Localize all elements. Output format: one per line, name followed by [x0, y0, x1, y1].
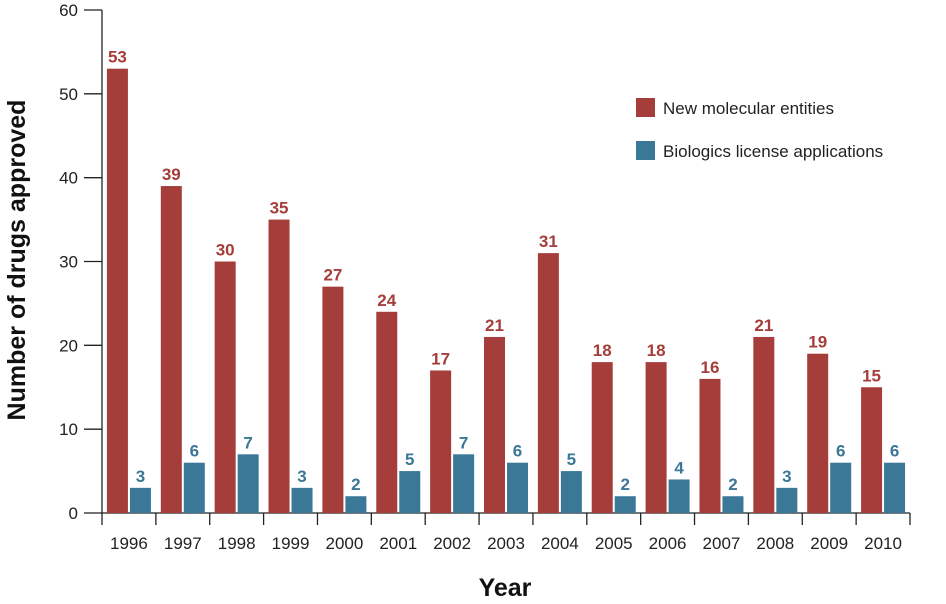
y-axis: 0 10 20 30 40 50 60 [59, 1, 103, 523]
bla-data-label: 2 [728, 475, 737, 494]
legend-label: Biologics license applications [663, 142, 883, 161]
x-axis-title: Year [479, 574, 532, 602]
nme-data-label: 27 [323, 266, 342, 285]
nme-data-label: 15 [862, 366, 881, 385]
legend-label: New molecular entities [663, 99, 834, 118]
x-tick-label: 1999 [272, 534, 310, 553]
nme-bar [214, 261, 236, 513]
nme-data-label: 39 [162, 165, 181, 184]
nme-data-label: 53 [108, 48, 127, 67]
nme-bar [645, 362, 667, 513]
bla-bar [183, 462, 205, 513]
bla-bar [453, 454, 475, 513]
bla-data-label: 7 [243, 433, 252, 452]
legend-swatch [636, 98, 655, 117]
nme-bar [807, 353, 829, 513]
nme-data-label: 21 [754, 316, 773, 335]
nme-bar [861, 387, 883, 513]
nme-bar [106, 68, 128, 513]
y-tick-label: 60 [59, 1, 78, 20]
y-axis-title: Number of drugs approved [3, 100, 31, 421]
nme-data-label: 16 [701, 358, 720, 377]
bla-bar [722, 496, 744, 513]
y-tick-label: 30 [59, 253, 78, 272]
bla-bar [668, 479, 690, 513]
bla-bar [129, 487, 151, 513]
nme-bar [160, 186, 182, 514]
nme-bar [268, 219, 290, 514]
nme-data-label: 24 [377, 291, 396, 310]
bla-bar [776, 487, 798, 513]
bla-bar [507, 462, 528, 513]
nme-data-label: 18 [593, 341, 612, 360]
nme-data-label: 21 [485, 316, 504, 335]
bla-data-label: 6 [836, 442, 845, 461]
x-axis: 1996 1997 1998 1999 2000 2001 2002 2003 2004 2005… [101, 512, 911, 553]
bla-data-label: 5 [567, 450, 576, 469]
nme-bar [322, 286, 344, 513]
y-tick-label: 20 [59, 336, 78, 355]
bla-bar [560, 471, 582, 513]
nme-bar [430, 370, 452, 513]
x-tick-label: 2003 [487, 534, 525, 553]
bla-data-label: 6 [190, 442, 199, 461]
x-tick-label: 2002 [433, 534, 471, 553]
x-tick-label: 1998 [218, 534, 256, 553]
x-tick-label: 2007 [703, 534, 741, 553]
bla-data-label: 2 [351, 475, 360, 494]
x-tick-label: 1997 [164, 534, 202, 553]
bla-data-label: 2 [620, 475, 629, 494]
nme-bar [699, 378, 721, 513]
nme-bar [376, 311, 398, 513]
y-tick-label: 10 [59, 420, 78, 439]
y-tick-label: 40 [59, 169, 78, 188]
nme-bar [484, 336, 505, 513]
x-tick-label: 1996 [110, 534, 148, 553]
bla-bar [884, 462, 906, 513]
nme-data-label: 30 [216, 241, 235, 260]
nme-bar [591, 362, 613, 513]
bla-data-label: 6 [513, 442, 522, 461]
nme-data-label: 31 [539, 232, 558, 251]
bla-bar [399, 471, 421, 513]
bla-bar [614, 496, 636, 513]
bla-bar [830, 462, 852, 513]
bla-data-label: 5 [405, 450, 414, 469]
x-tick-label: 2006 [649, 534, 687, 553]
legend-swatch [636, 141, 655, 160]
bars: 5333963073532722451772163151821841622131… [106, 48, 906, 514]
bla-data-label: 4 [674, 458, 684, 477]
x-tick-label: 2001 [379, 534, 417, 553]
bla-data-label: 6 [890, 442, 899, 461]
nme-data-label: 17 [431, 349, 450, 368]
nme-data-label: 19 [808, 333, 827, 352]
nme-data-label: 18 [647, 341, 666, 360]
x-tick-label: 2000 [325, 534, 363, 553]
x-tick-label: 2005 [595, 534, 633, 553]
y-tick-label: 0 [69, 504, 78, 523]
bla-bar [237, 454, 259, 513]
nme-bar [537, 253, 559, 513]
bla-bar [345, 496, 367, 513]
bla-data-label: 3 [297, 467, 306, 486]
x-tick-label: 2008 [756, 534, 794, 553]
y-tick-label: 50 [59, 85, 78, 104]
bla-data-label: 3 [136, 467, 145, 486]
nme-bar [753, 336, 775, 513]
legend: New molecular entities Biologics license … [636, 98, 883, 161]
x-tick-label: 2010 [864, 534, 902, 553]
nme-data-label: 35 [270, 199, 289, 218]
bla-data-label: 7 [459, 433, 468, 452]
x-tick-label: 2009 [810, 534, 848, 553]
bla-data-label: 3 [782, 467, 791, 486]
bla-bar [291, 487, 313, 513]
x-tick-label: 2004 [541, 534, 579, 553]
